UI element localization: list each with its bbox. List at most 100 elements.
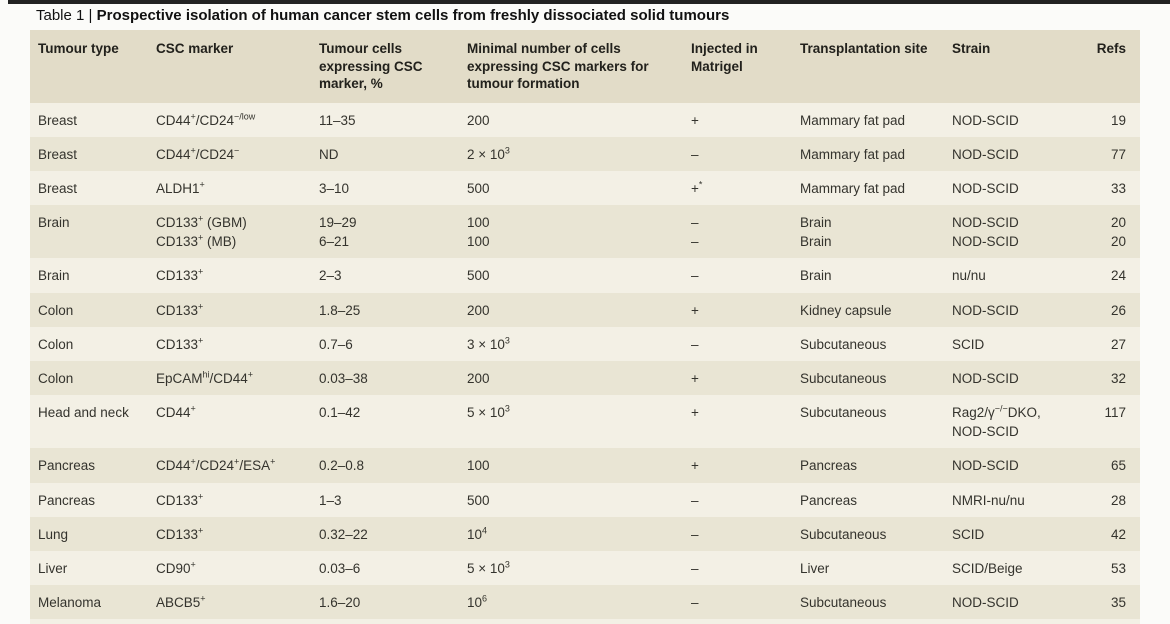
cell-strain: NOD-SCID NOD-SCID	[952, 205, 1076, 259]
cell-min_cells: 5 × 103	[467, 550, 691, 585]
cell-tumour_type: Head and neck	[30, 395, 156, 449]
column-header-tumour_type: Tumour type	[30, 30, 156, 103]
cell-site: Kidney capsule	[800, 292, 952, 327]
cell-refs: 24	[1076, 258, 1140, 293]
cell-refs: 20 20	[1076, 205, 1140, 259]
header-row: Tumour type CSC marker Tumour cells expres…	[30, 30, 1140, 103]
table-row: Melanoma ABCB5+ 1.6–20 106– Subcutaneous NOD-…	[30, 584, 1140, 620]
cell-cells_pct: 2–3	[319, 258, 467, 293]
cell-csc_marker: CD44+/CD24−/low	[156, 102, 319, 137]
cell-tumour_type: Lung	[30, 516, 156, 551]
column-header-csc_marker: CSC marker	[156, 30, 319, 103]
cell-min_cells: 100 100	[467, 205, 691, 259]
cell-strain: NOD-SCID	[952, 292, 1076, 327]
cell-cells_pct: 1.8–25	[319, 292, 467, 327]
cell-strain: SCID	[952, 326, 1076, 361]
table-row: Colon EpCAMhi/CD44+ 0.03–38 200 + Subcutaneou…	[30, 360, 1140, 396]
table-row: Head and neck CD44+ 0.1–42 5 × 103 + Subcutan…	[30, 395, 1140, 449]
cell-min_cells: 100	[467, 448, 691, 483]
cell-cells_pct: 0.2–0.8	[319, 448, 467, 483]
cell-refs: 77	[1076, 136, 1140, 171]
cell-site: Subcutaneous	[800, 584, 952, 620]
cell-tumour_type: Breast	[30, 136, 156, 171]
cell-refs: 32	[1076, 360, 1140, 396]
cell-tumour_type: Pancreas	[30, 482, 156, 517]
table-row: Breast ALDH1+ 3–10 500 +* Mammary fat pad NOD-…	[30, 170, 1140, 206]
cell-refs: 118	[1076, 619, 1140, 624]
cell-matrigel: +	[691, 448, 800, 483]
cell-min_cells: 500	[467, 258, 691, 293]
cell-csc_marker: Side population(Hoechst dye)	[156, 619, 319, 624]
column-header-site: Transplantation site	[800, 30, 952, 103]
cell-strain: NOD-SCID	[952, 619, 1076, 624]
cell-cells_pct: 19–29 6–21	[319, 205, 467, 259]
cell-refs: 27	[1076, 326, 1140, 361]
cell-cells_pct: 0.03–38	[319, 360, 467, 396]
top-edge-bar	[8, 0, 1170, 4]
cell-min_cells: 3 × 103	[467, 326, 691, 361]
cell-cells_pct: 11–35	[319, 102, 467, 137]
cell-tumour_type: Pancreas	[30, 448, 156, 483]
cell-site: Liver	[800, 550, 952, 585]
table-row: Pancreas CD133+ 1–3 500– Pancreas NMRI-nu/nu 2…	[30, 482, 1140, 517]
cell-min_cells: 100	[467, 619, 691, 624]
cell-matrigel: +	[691, 292, 800, 327]
cell-refs: 65	[1076, 448, 1140, 483]
cell-min_cells: 104	[467, 516, 691, 551]
cell-csc_marker: EpCAMhi/CD44+	[156, 360, 319, 396]
cell-tumour_type: Mesenchymal	[30, 619, 156, 624]
table-title: Table 1 | Prospective isolation of human…	[36, 7, 729, 24]
cell-cells_pct: 0.32–22	[319, 516, 467, 551]
cell-matrigel: +	[691, 395, 800, 449]
cell-tumour_type: Breast	[30, 170, 156, 206]
cell-min_cells: 200	[467, 102, 691, 137]
cell-matrigel: –	[691, 516, 800, 551]
cell-cells_pct: 1.6–20	[319, 584, 467, 620]
cell-strain: NOD-SCID	[952, 448, 1076, 483]
cell-csc_marker: CD133+	[156, 258, 319, 293]
cell-strain: NOD-SCID	[952, 360, 1076, 396]
cell-cells_pct: 0.03–6	[319, 550, 467, 585]
cell-cells_pct: 0.7–6	[319, 326, 467, 361]
column-header-cells_pct: Tumour cells expressing CSC marker, %	[319, 30, 467, 103]
cell-site: Subcutaneous	[800, 395, 952, 449]
cell-refs: 33	[1076, 170, 1140, 206]
cell-csc_marker: ALDH1+	[156, 170, 319, 206]
table-row: Lung CD133+ 0.32–22 104– Subcutaneous SCID 42	[30, 516, 1140, 551]
table-row: Breast CD44+/CD24−/low 11–35 200 + Mammary fa…	[30, 102, 1140, 137]
cell-min_cells: 106	[467, 584, 691, 620]
cell-csc_marker: CD133+	[156, 326, 319, 361]
cell-csc_marker: ABCB5+	[156, 584, 319, 620]
cell-site: Subcutaneous	[800, 360, 952, 396]
table-row: Liver CD90+ 0.03–6 5 × 103– Liver SCID/Beige 5…	[30, 550, 1140, 585]
cell-site: Mammary fat pad	[800, 102, 952, 137]
cell-matrigel: –	[691, 584, 800, 620]
cell-strain: NOD-SCID	[952, 584, 1076, 620]
cell-min_cells: 5 × 103	[467, 395, 691, 449]
cell-matrigel: +	[691, 102, 800, 137]
cell-strain: nu/nu	[952, 258, 1076, 293]
cell-matrigel: +	[691, 360, 800, 396]
cell-csc_marker: CD44+/CD24−	[156, 136, 319, 171]
cell-refs: 19	[1076, 102, 1140, 137]
cell-csc_marker: CD90+	[156, 550, 319, 585]
cell-refs: 117	[1076, 395, 1140, 449]
cell-tumour_type: Liver	[30, 550, 156, 585]
cell-strain: SCID/Beige	[952, 550, 1076, 585]
column-header-matrigel: Injected in Matrigel	[691, 30, 800, 103]
cell-tumour_type: Brain	[30, 205, 156, 259]
cell-cells_pct: 1–3	[319, 482, 467, 517]
cell-tumour_type: Colon	[30, 326, 156, 361]
table-row: Pancreas CD44+/CD24+/ESA+ 0.2–0.8 100 + Pancr…	[30, 448, 1140, 483]
cell-site: Pancreas	[800, 482, 952, 517]
cell-site: Pancreas	[800, 448, 952, 483]
cell-refs: 35	[1076, 584, 1140, 620]
cell-cells_pct: 0.1–42	[319, 395, 467, 449]
cell-strain: SCID	[952, 516, 1076, 551]
cell-strain: NMRI-nu/nu	[952, 482, 1076, 517]
table-row: Brain CD133+ 2–3 500– Brain nu/nu 24	[30, 258, 1140, 293]
cell-strain: NOD-SCID	[952, 170, 1076, 206]
cell-matrigel: – –	[691, 205, 800, 259]
cell-csc_marker: CD44+/CD24+/ESA+	[156, 448, 319, 483]
cell-csc_marker: CD133+	[156, 482, 319, 517]
